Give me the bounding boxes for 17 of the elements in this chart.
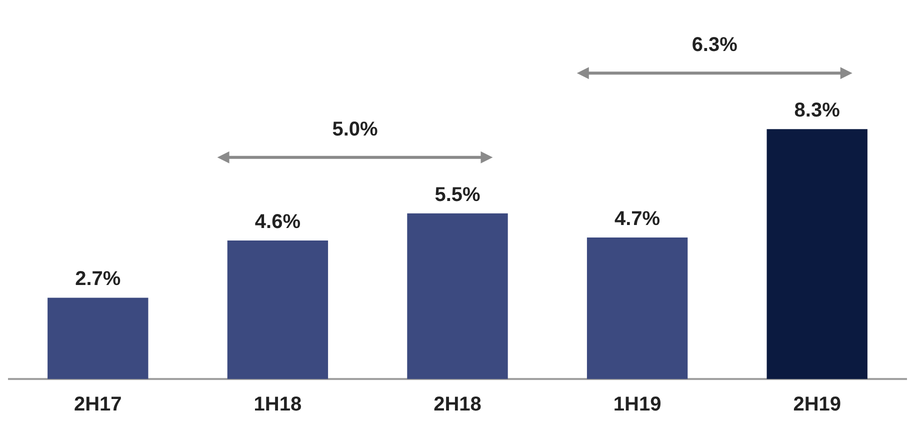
bar (407, 213, 508, 379)
data-label: 4.6% (254, 211, 301, 234)
x-tick-label: 1H18 (254, 394, 302, 416)
data-label: 4.7% (614, 208, 660, 230)
x-tick-label: 2H17 (74, 394, 122, 416)
bar (586, 237, 688, 379)
annotation: 5.0% (332, 118, 378, 140)
bar (48, 298, 148, 379)
x-tick-label: 1H19 (613, 394, 662, 416)
x-tick-label: 2H18 (434, 394, 482, 416)
bar (227, 240, 328, 379)
text: 6.3% (692, 34, 738, 56)
data-label: 5.5% (434, 184, 481, 206)
bar (766, 129, 868, 379)
data-label: 2.7% (75, 268, 121, 290)
x-tick-label: 2H19 (793, 394, 842, 416)
data-label: 8.3% (794, 100, 840, 122)
